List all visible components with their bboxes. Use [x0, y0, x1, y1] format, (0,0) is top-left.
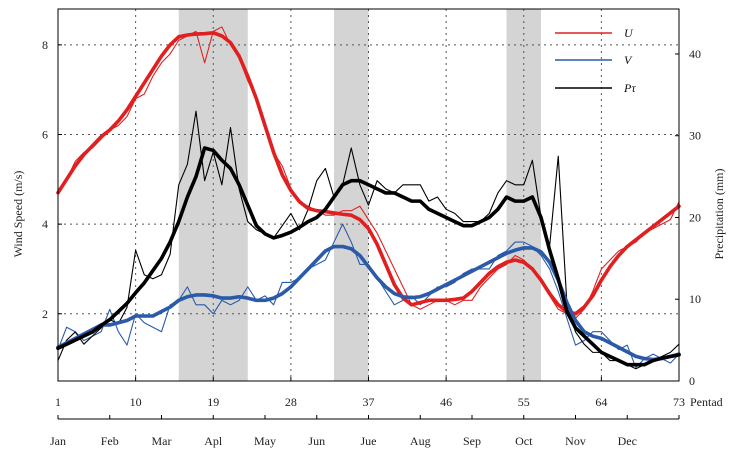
right-axis-title: Precipitation (mm) [712, 169, 726, 260]
legend: U V Pτ [555, 26, 636, 95]
right-tick-label-0: 0 [689, 374, 695, 388]
x-unit-label: Pentad [690, 395, 723, 409]
month-label-may: May [254, 434, 276, 448]
smoothed-line-u [56, 30, 681, 316]
x-tick-label-1: 1 [55, 395, 61, 409]
month-label-jue: Jue [361, 434, 377, 448]
month-label-apl: Apl [204, 434, 223, 448]
right-tick-label-20: 20 [689, 210, 701, 224]
x-tick-label-10: 10 [130, 395, 142, 409]
x-tick-label-73: 73 [673, 395, 685, 409]
x-tick-label-37: 37 [363, 395, 375, 409]
month-label-aug: Aug [410, 434, 431, 448]
left-tick-label-6: 6 [42, 127, 48, 141]
left-axis-title: Wind Speed (m/s) [11, 171, 25, 258]
left-tick-label-2: 2 [42, 307, 48, 321]
x-tick-label-28: 28 [285, 395, 297, 409]
right-tick-label-10: 10 [689, 292, 701, 306]
smoothed-line-v [56, 244, 681, 362]
right-tick-label-40: 40 [689, 47, 701, 61]
legend-label-u: U [624, 26, 634, 40]
left-tick-label-4: 4 [42, 217, 48, 231]
legend-label-v: V [624, 53, 633, 67]
month-label-nov: Nov [565, 434, 586, 448]
month-label-mar: Mar [152, 434, 172, 448]
month-label-sep: Sep [463, 434, 481, 448]
shaded-period-2 [334, 9, 369, 381]
x-tick-label-55: 55 [518, 395, 530, 409]
month-label-jun: Jun [308, 434, 325, 448]
shaded-periods [178, 9, 541, 381]
month-label-feb: Feb [101, 434, 119, 448]
month-label-dec: Dec [618, 434, 637, 448]
left-tick-label-8: 8 [42, 38, 48, 52]
x-tick-label-19: 19 [207, 395, 219, 409]
smoothed-line-p [56, 146, 681, 367]
x-tick-label-46: 46 [440, 395, 452, 409]
raw-line-p [57, 110, 680, 370]
month-label-jan: Jan [50, 434, 66, 448]
month-label-oct: Oct [515, 434, 533, 448]
series [56, 26, 681, 370]
legend-label-p: Pτ [623, 81, 636, 95]
x-tick-label-64: 64 [595, 395, 607, 409]
right-tick-label-30: 30 [689, 129, 701, 143]
